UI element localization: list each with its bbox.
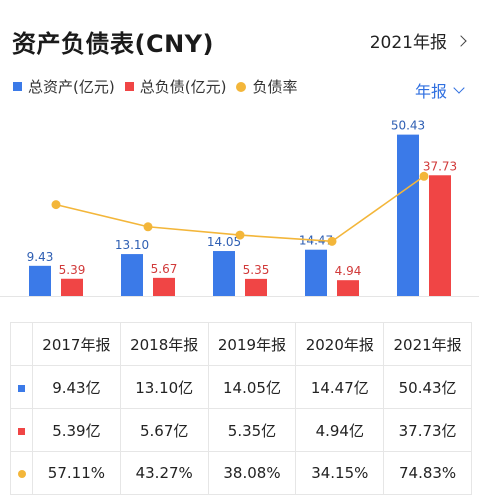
table-cell: 5.39亿 — [32, 408, 121, 452]
bar-total-liabilities — [61, 278, 83, 296]
balance-sheet-chart: 9.435.3913.105.6714.055.3514.474.9450.43… — [0, 119, 479, 297]
table-row-debt-ratio: 57.11% 43.27% 38.08% 34.15% 74.83% — [10, 451, 472, 495]
bar-total-assets — [213, 251, 235, 296]
legend-item-total-assets: 总资产(亿元) — [13, 76, 115, 97]
bar-total-liabilities — [245, 278, 267, 296]
debt-ratio-point — [327, 236, 337, 246]
table-header-cell: 2021年报 — [383, 322, 472, 366]
table-cell: 43.27% — [119, 451, 209, 495]
table-header-cell: 2019年报 — [207, 322, 297, 366]
row-marker — [10, 408, 33, 452]
chevron-down-icon — [453, 82, 465, 94]
bar-value-label: 14.05 — [207, 235, 241, 249]
period-link-label: 2021年报 — [369, 33, 447, 53]
bar-value-label: 13.10 — [115, 238, 149, 252]
table-cell: 4.94亿 — [295, 408, 385, 452]
table-cell: 74.83% — [383, 451, 472, 495]
legend-circle-icon — [236, 81, 247, 92]
table-cell: 38.08% — [207, 451, 297, 495]
table-cell: 50.43亿 — [383, 365, 472, 409]
table-cell: 14.05亿 — [207, 365, 297, 409]
table-row-total-liabilities: 5.39亿 5.67亿 5.35亿 4.94亿 37.73亿 — [10, 408, 472, 452]
debt-ratio-point — [51, 200, 61, 210]
period-select-label: 年报 — [414, 82, 447, 101]
row-marker — [10, 365, 33, 409]
table-cell: 5.67亿 — [119, 408, 209, 452]
bar-total-liabilities — [337, 280, 359, 296]
header: 资产负债表(CNY) 2021年报 — [0, 0, 479, 80]
chart-legend: 总资产(亿元) 总负债(亿元) 负债率 — [13, 76, 307, 97]
table-row-total-assets: 9.43亿 13.10亿 14.05亿 14.47亿 50.43亿 — [10, 365, 472, 409]
table-cell: 14.47亿 — [295, 365, 385, 409]
debt-ratio-point — [143, 222, 153, 232]
legend-item-total-liabilities: 总负债(亿元) — [124, 76, 227, 97]
table-cell: 9.43亿 — [32, 365, 121, 409]
chevron-right-icon — [455, 34, 467, 47]
bar-value-label: 4.94 — [335, 264, 362, 278]
data-table: 2017年报 2018年报 2019年报 2020年报 2021年报 9.43亿… — [10, 322, 472, 495]
bar-value-label: 9.43 — [27, 250, 54, 264]
bar-total-assets — [305, 249, 327, 296]
table-corner — [10, 322, 33, 366]
legend-square-icon — [13, 82, 22, 91]
period-link[interactable]: 2021年报 — [369, 28, 467, 53]
square-marker-icon — [18, 385, 25, 392]
bar-total-assets — [29, 265, 51, 296]
bar-value-label: 5.35 — [243, 263, 270, 277]
debt-ratio-point — [235, 230, 245, 240]
page-title: 资产负债表(CNY) — [12, 30, 215, 58]
table-cell: 34.15% — [295, 451, 385, 495]
legend-label: 负债率 — [252, 78, 298, 96]
bar-value-label: 37.73 — [423, 159, 457, 173]
table-header-cell: 2017年报 — [32, 322, 121, 366]
table-cell: 57.11% — [32, 451, 121, 495]
bar-total-liabilities — [429, 175, 451, 296]
table-cell: 13.10亿 — [119, 365, 209, 409]
table-cell: 37.73亿 — [383, 408, 472, 452]
legend-label: 总负债(亿元) — [139, 78, 227, 96]
bar-total-assets — [121, 254, 143, 296]
legend-label: 总资产(亿元) — [28, 78, 115, 96]
bar-value-label: 5.39 — [59, 263, 86, 277]
square-marker-icon — [18, 428, 25, 435]
debt-ratio-point — [419, 171, 429, 181]
legend-item-debt-ratio: 负债率 — [236, 76, 297, 97]
table-header-row: 2017年报 2018年报 2019年报 2020年报 2021年报 — [10, 322, 472, 366]
row-marker — [10, 451, 33, 495]
circle-marker-icon — [17, 470, 26, 478]
table-header-cell: 2018年报 — [119, 322, 209, 366]
bar-value-label: 50.43 — [391, 119, 425, 133]
legend-square-icon — [124, 82, 134, 91]
period-select[interactable]: 年报 — [414, 78, 465, 102]
bar-value-label: 5.67 — [151, 262, 178, 276]
table-header-cell: 2020年报 — [295, 322, 385, 366]
bar-total-assets — [397, 134, 419, 296]
table-cell: 5.35亿 — [207, 408, 297, 452]
bar-total-liabilities — [153, 277, 175, 296]
